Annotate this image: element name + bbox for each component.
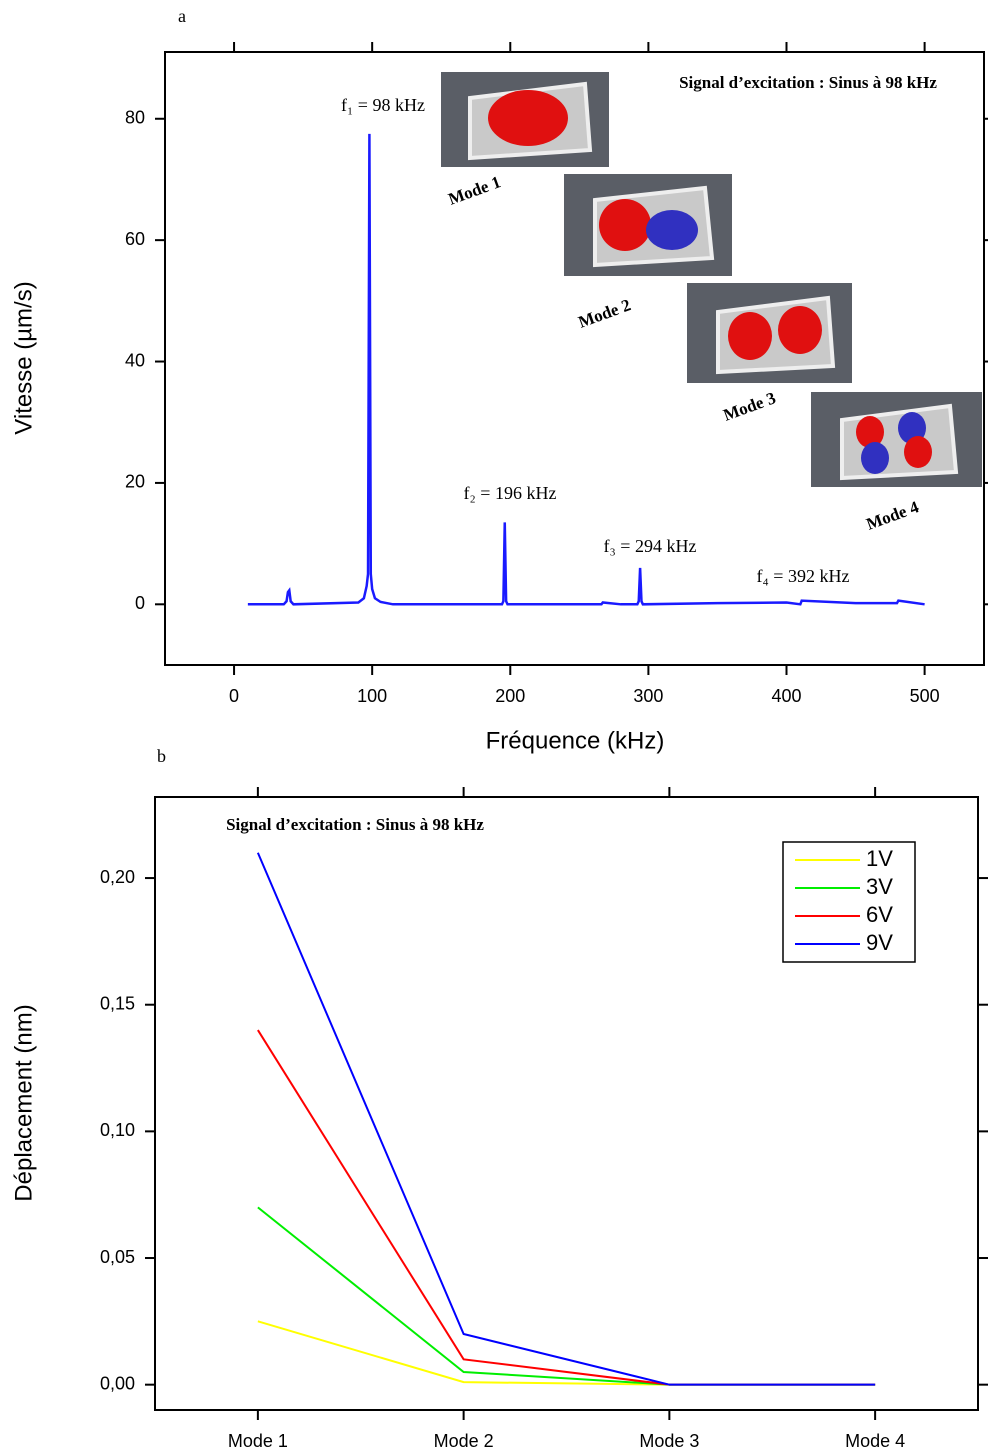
y-axis-title: Déplacement (nm) xyxy=(10,1004,37,1201)
series-line xyxy=(257,1029,876,1386)
x-tick-label: 500 xyxy=(910,686,940,706)
y-tick-label: 0 xyxy=(135,593,145,613)
mode-image xyxy=(564,174,732,276)
y-tick-label: 0,15 xyxy=(100,993,135,1013)
series-line xyxy=(256,852,876,1386)
x-tick-label: Mode 1 xyxy=(228,1431,288,1451)
y-tick-label: 40 xyxy=(125,350,145,370)
x-tick-label: Mode 4 xyxy=(845,1431,905,1451)
plot-frame xyxy=(164,51,985,666)
y-tick-label: 60 xyxy=(125,229,145,249)
peak-annotation: f₁ = 98 kHz xyxy=(341,95,425,115)
x-tick-label: 200 xyxy=(495,686,525,706)
legend-label: 1V xyxy=(866,846,893,871)
peak-annotation: f₄ = 392 kHz xyxy=(757,566,850,586)
x-tick-label: Mode 2 xyxy=(434,1431,494,1451)
y-tick-label: 20 xyxy=(125,472,145,492)
legend-label: 9V xyxy=(866,930,893,955)
legend-label: 6V xyxy=(866,902,893,927)
x-tick-label: Mode 3 xyxy=(639,1431,699,1451)
x-tick-label: 400 xyxy=(771,686,801,706)
y-tick-label: 0,05 xyxy=(100,1247,135,1267)
legend-label: 3V xyxy=(866,874,893,899)
x-tick-label: 0 xyxy=(229,686,239,706)
mode-label: Mode 3 xyxy=(721,388,779,424)
inset-text: Signal d’excitation : Sinus à 98 kHz xyxy=(679,73,937,92)
y-tick-label: 0,00 xyxy=(100,1373,135,1393)
peak-annotation: f₂ = 196 kHz xyxy=(464,483,557,503)
peak-annotation: f₃ = 294 kHz xyxy=(604,536,697,556)
x-axis-title: Fréquence (kHz) xyxy=(486,727,665,754)
panel-label: a xyxy=(178,6,186,26)
inset-text: Signal d’excitation : Sinus à 98 kHz xyxy=(226,815,484,834)
series-line xyxy=(257,1206,876,1386)
y-tick-label: 0,20 xyxy=(100,867,135,887)
panel-label: b xyxy=(157,746,166,766)
mode-image xyxy=(687,283,852,383)
legend-box xyxy=(782,841,916,963)
series-line xyxy=(257,1320,876,1386)
mode-image xyxy=(441,72,609,167)
mode-label: Mode 2 xyxy=(576,295,634,331)
mode-label: Mode 4 xyxy=(864,497,922,534)
mode-label: Mode 1 xyxy=(446,172,504,208)
legend: 1V 3V 6V 9V xyxy=(782,841,916,963)
mode-image xyxy=(811,392,982,487)
spectrum-line xyxy=(247,133,925,606)
y-tick-label: 0,10 xyxy=(100,1120,135,1140)
plot-frame xyxy=(154,796,979,1411)
x-tick-label: 300 xyxy=(633,686,663,706)
y-axis-title: Vitesse (µm/s) xyxy=(10,281,37,434)
y-tick-label: 80 xyxy=(125,108,145,128)
x-tick-label: 100 xyxy=(357,686,387,706)
mode-images xyxy=(441,72,982,487)
